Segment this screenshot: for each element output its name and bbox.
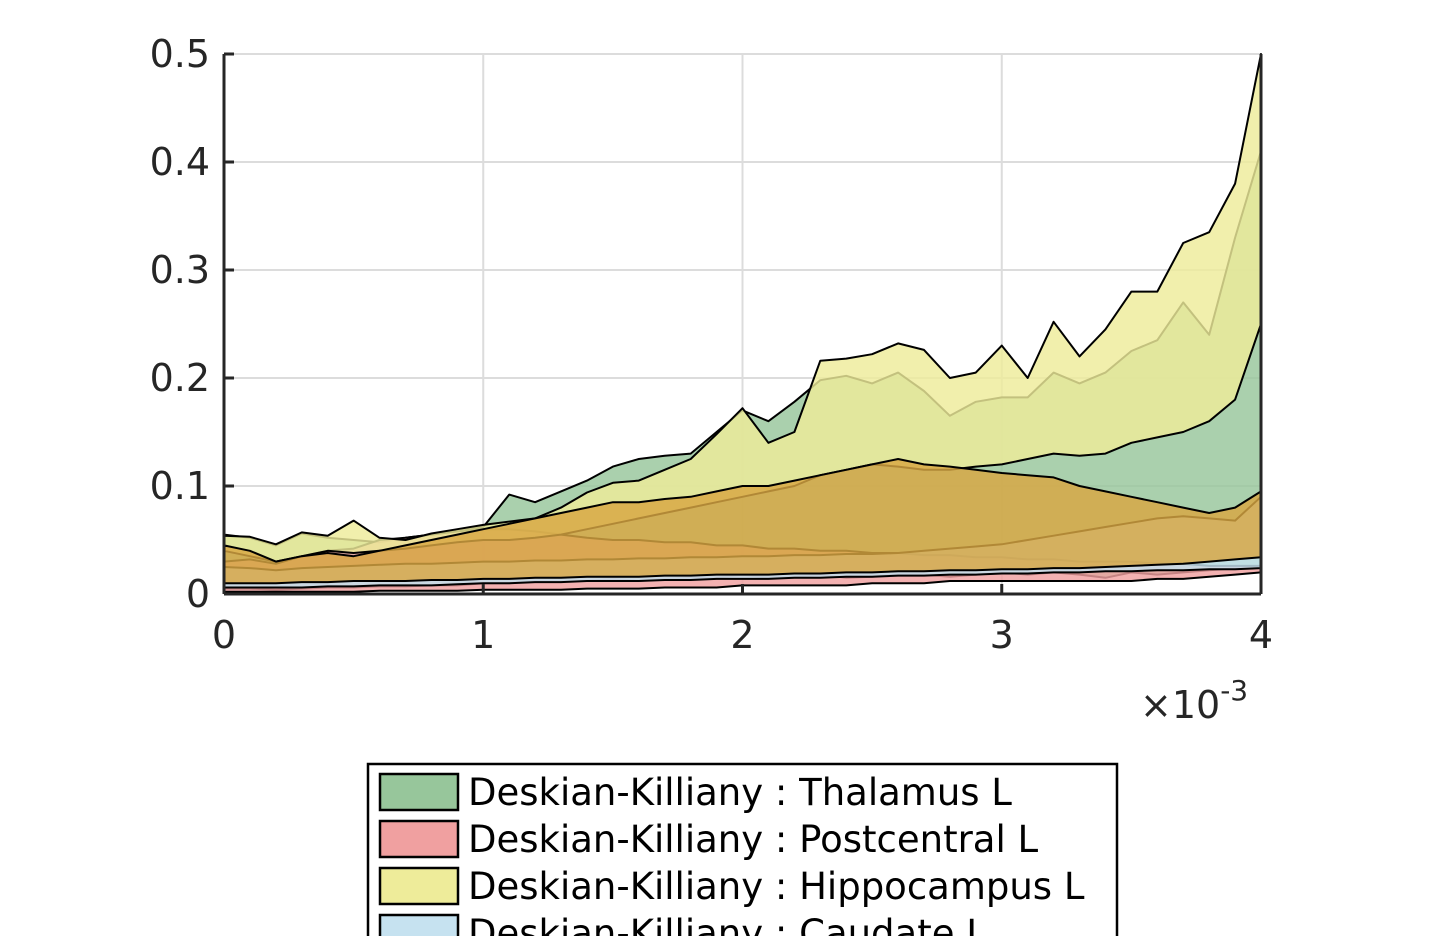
y-tick-label-4: 0.4 xyxy=(150,140,210,184)
x-tick-label-2: 2 xyxy=(730,613,754,657)
legend: Deskian-Killiany : Thalamus LDeskian-Kil… xyxy=(366,762,1119,936)
y-tick-label-1: 0.1 xyxy=(150,464,210,508)
y-tick-label-5: 0.5 xyxy=(150,32,210,76)
x-exponent-power: -3 xyxy=(1220,674,1248,707)
x-tick-label-1: 1 xyxy=(471,613,495,657)
x-tick-label-3: 3 xyxy=(990,613,1014,657)
x-exponent-base: ×10 xyxy=(1140,683,1220,727)
axis-layer xyxy=(222,52,1263,596)
legend-label-2: Deskian-Killiany : Hippocampus L xyxy=(468,865,1085,908)
legend-label-1: Deskian-Killiany : Postcentral L xyxy=(468,818,1039,861)
legend-label-0: Deskian-Killiany : Thalamus L xyxy=(468,771,1012,814)
legend-box xyxy=(366,762,1119,936)
tick-label-layer: 0 1 2 3 4 0 0.1 0.2 0.3 0.4 0.5 xyxy=(150,32,1274,657)
y-tick-label-0: 0 xyxy=(186,572,210,616)
x-tick-label-4: 4 xyxy=(1249,613,1273,657)
x-tick-label-0: 0 xyxy=(212,613,236,657)
legend-swatch-2 xyxy=(378,866,460,906)
y-tick-label-2: 0.2 xyxy=(150,356,210,400)
area-layer xyxy=(223,53,1262,593)
y-tick-label-3: 0.3 xyxy=(150,248,210,292)
x-axis-exponent-label: ×10-3 xyxy=(1140,674,1248,727)
legend-swatch-0 xyxy=(378,772,460,812)
legend-swatch-3 xyxy=(378,913,460,936)
legend-swatch-1 xyxy=(378,819,460,859)
legend-label-3: Deskian-Killiany : Caudate L xyxy=(468,912,987,936)
